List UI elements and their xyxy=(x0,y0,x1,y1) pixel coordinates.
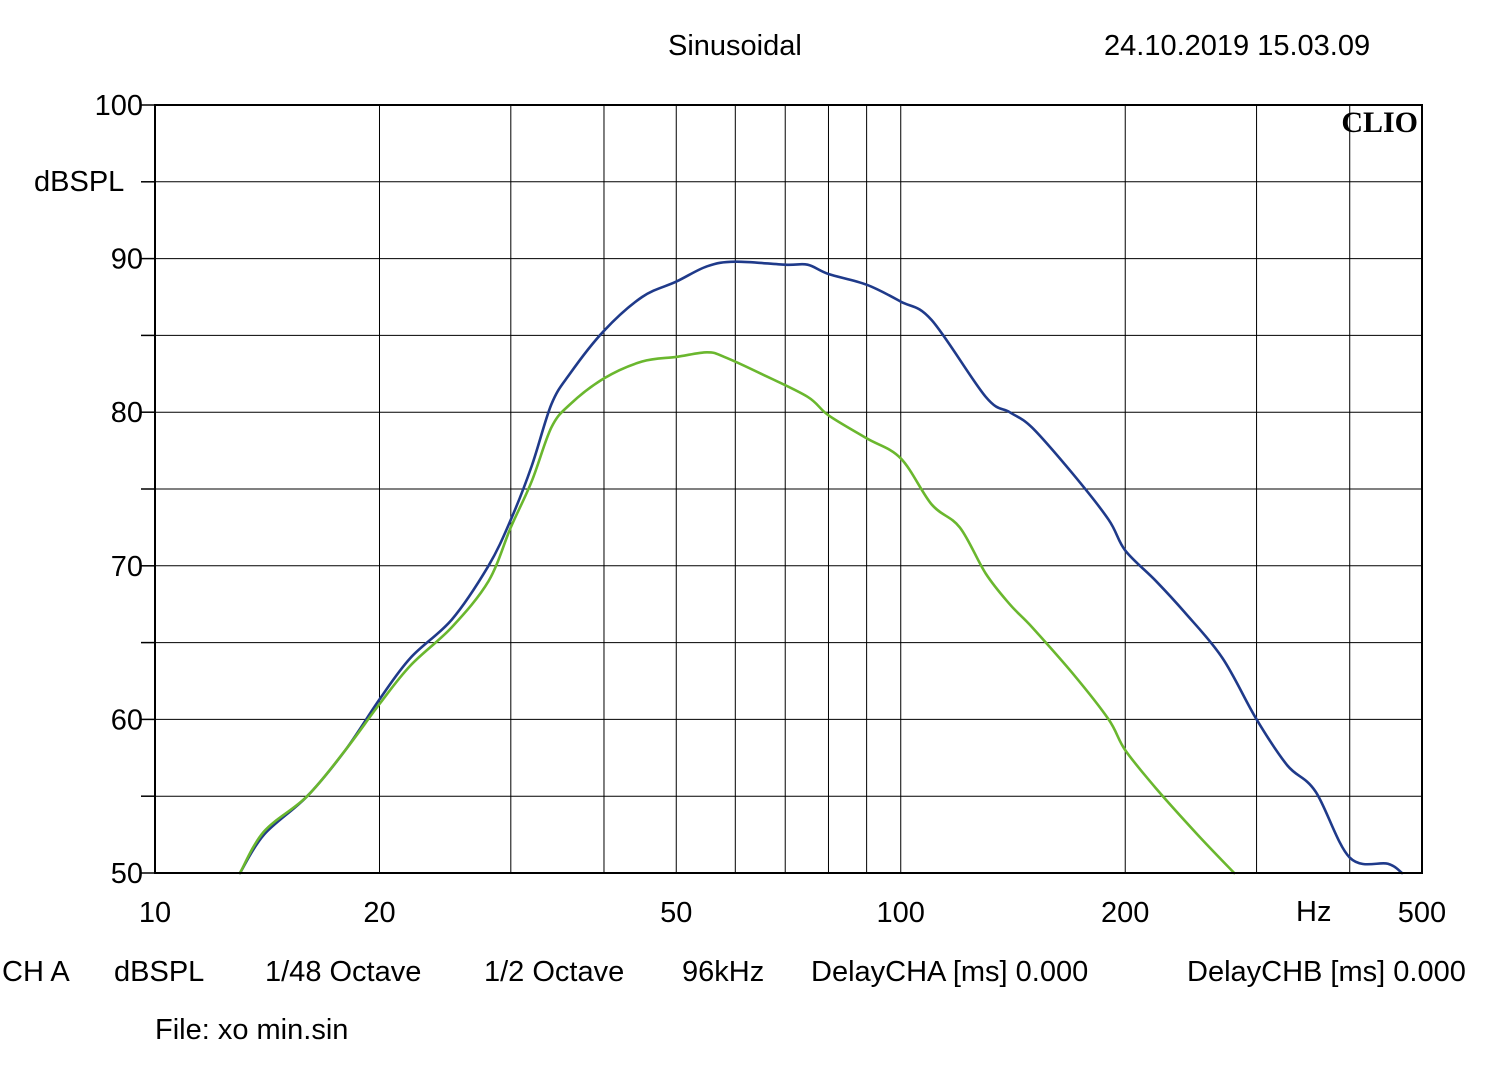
footer-delay-cha: DelayCHA [ms] 0.000 xyxy=(811,956,1089,988)
x-tick-label: 10 xyxy=(139,897,171,929)
timestamp: 24.10.2019 15.03.09 xyxy=(1104,30,1371,62)
plot-frame xyxy=(154,104,1423,874)
footer-unit: dBSPL xyxy=(114,956,205,988)
chart-tick-labels: 50 60 70 80 90 100 10 20 50 100 200 500 xyxy=(95,90,1447,929)
x-tick-label: 50 xyxy=(660,897,692,929)
footer-smoothing: 1/2 Octave xyxy=(484,956,625,988)
chart-series xyxy=(238,260,1404,875)
y-tick-label: 50 xyxy=(111,858,143,890)
chart-grid xyxy=(141,104,1423,874)
footer-resolution: 1/48 Octave xyxy=(265,956,422,988)
footer-samplerate: 96kHz xyxy=(682,956,765,988)
chart-title: Sinusoidal xyxy=(668,30,802,62)
y-tick-label: 90 xyxy=(111,244,143,276)
y-tick-label: 100 xyxy=(95,90,143,122)
x-tick-label: 100 xyxy=(877,897,925,929)
footer-delay-chb: DelayCHB [ms] 0.000 xyxy=(1187,958,1466,987)
y-tick-label: 60 xyxy=(111,704,143,736)
x-tick-label: 200 xyxy=(1101,897,1149,929)
footer-file: File: xo min.sin xyxy=(155,1014,349,1046)
x-tick-label: 20 xyxy=(363,897,395,929)
x-tick-label: 500 xyxy=(1398,897,1446,929)
series-line-green xyxy=(238,351,1236,875)
footer-channel: CH A xyxy=(2,956,70,988)
series-line-blue xyxy=(238,260,1404,875)
clio-brand-logo: CLIO xyxy=(1341,106,1418,139)
y-tick-label: 80 xyxy=(111,397,143,429)
x-axis-label: Hz xyxy=(1296,896,1332,928)
y-tick-label: 70 xyxy=(111,551,143,583)
y-axis-label: dBSPL xyxy=(34,166,125,198)
